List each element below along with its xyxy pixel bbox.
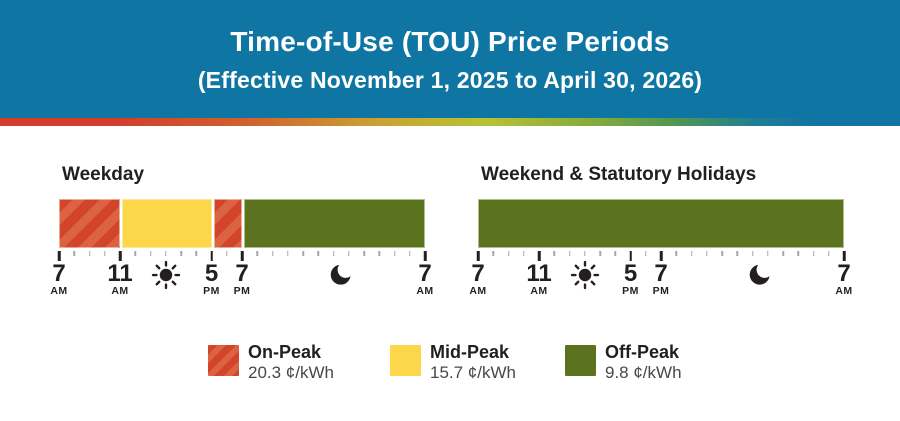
legend-label: Off-Peak — [605, 342, 680, 362]
minor-tick — [134, 251, 136, 256]
minor-tick — [614, 251, 616, 256]
minor-tick — [180, 251, 182, 256]
page-header: Time-of-Use (TOU) Price Periods (Effecti… — [0, 0, 900, 118]
minor-tick — [195, 251, 197, 256]
legend-item-mid-peak: Mid-Peak 15.7 ¢/kWh — [390, 343, 516, 382]
minor-tick — [767, 251, 769, 256]
minor-tick — [492, 251, 494, 256]
minor-tick — [393, 251, 396, 256]
legend-label: Mid-Peak — [430, 342, 510, 362]
minor-tick — [507, 251, 510, 256]
bar-segment-off-peak — [242, 199, 425, 248]
minor-tick — [599, 251, 601, 256]
page-subtitle: (Effective November 1, 2025 to April 30,… — [197, 67, 703, 93]
legend-label: On-Peak — [248, 342, 322, 362]
time-label: 11 AM — [526, 260, 552, 297]
bar-segment-on-peak — [211, 199, 242, 248]
minor-tick — [363, 251, 365, 256]
off-peak-swatch — [565, 345, 596, 376]
time-label: 7 AM — [416, 260, 434, 297]
minor-tick — [523, 251, 525, 256]
time-label: 7 PM — [652, 260, 670, 297]
legend-item-on-peak: On-Peak 20.3 ¢/kWh — [208, 343, 334, 382]
major-tick — [210, 251, 213, 261]
timeline-labels: 7 AM 11 AM 5 PM 7 PM 7 AM — [469, 260, 852, 308]
time-label: 7 AM — [835, 260, 853, 297]
minor-tick — [226, 251, 228, 256]
timeline-ruler — [57, 251, 427, 263]
major-tick — [659, 251, 663, 261]
time-label: 7 AM — [469, 260, 487, 297]
minor-tick — [706, 251, 708, 256]
minor-tick — [302, 251, 304, 256]
time-label: 11 AM — [107, 260, 133, 297]
minor-tick — [348, 251, 350, 256]
minor-tick — [553, 251, 555, 256]
major-tick — [118, 251, 122, 261]
minor-tick — [378, 251, 380, 256]
timeline-bar — [478, 199, 844, 248]
major-tick — [537, 251, 541, 261]
minor-tick — [271, 251, 274, 256]
major-tick — [476, 251, 480, 261]
time-label: 5 PM — [203, 260, 220, 297]
minor-tick — [721, 251, 723, 256]
minor-tick — [73, 251, 75, 256]
minor-tick — [88, 251, 91, 256]
bar-segment-on-peak — [59, 199, 120, 248]
minor-tick — [287, 251, 289, 256]
moon-icon — [328, 262, 354, 288]
minor-tick — [409, 251, 411, 256]
timeline-bar — [59, 199, 425, 248]
timeline-labels: 7 AM 11 AM 5 PM 7 PM 7 AM — [50, 260, 433, 308]
weekday-title: Weekday — [62, 164, 145, 185]
page-title: Time-of-Use (TOU) Price Periods — [230, 26, 670, 57]
minor-tick — [736, 251, 738, 256]
legend-price: 20.3 ¢/kWh — [248, 363, 334, 382]
minor-tick — [104, 251, 106, 256]
minor-tick — [317, 251, 319, 256]
minor-tick — [645, 251, 647, 256]
legend-price: 9.8 ¢/kWh — [605, 363, 682, 382]
timeline-ruler — [476, 251, 846, 263]
sun-icon — [151, 260, 181, 290]
minor-tick — [812, 251, 815, 256]
sun-icon — [570, 260, 600, 290]
weekend-title: Weekend & Statutory Holidays — [481, 164, 757, 185]
on-peak-swatch — [208, 345, 239, 376]
major-tick — [423, 251, 427, 261]
bar-segment-mid-peak — [120, 199, 212, 248]
minor-tick — [782, 251, 784, 256]
minor-tick — [584, 251, 586, 256]
minor-tick — [797, 251, 799, 256]
time-label: 7 AM — [50, 260, 68, 297]
major-tick — [240, 251, 244, 261]
minor-tick — [332, 251, 335, 256]
minor-tick — [828, 251, 830, 256]
legend-item-off-peak: Off-Peak 9.8 ¢/kWh — [565, 343, 682, 382]
minor-tick — [149, 251, 152, 256]
major-tick — [57, 251, 61, 261]
major-tick — [629, 251, 632, 261]
minor-tick — [165, 251, 167, 256]
major-tick — [842, 251, 846, 261]
rainbow-divider — [0, 118, 900, 126]
minor-tick — [690, 251, 693, 256]
moon-icon — [747, 262, 773, 288]
minor-tick — [751, 251, 754, 256]
bar-segment-off-peak — [478, 199, 844, 248]
minor-tick — [568, 251, 571, 256]
time-label: 7 PM — [233, 260, 251, 297]
time-label: 5 PM — [622, 260, 639, 297]
minor-tick — [675, 251, 677, 256]
minor-tick — [256, 251, 258, 256]
mid-peak-swatch — [390, 345, 421, 376]
legend-price: 15.7 ¢/kWh — [430, 363, 516, 382]
